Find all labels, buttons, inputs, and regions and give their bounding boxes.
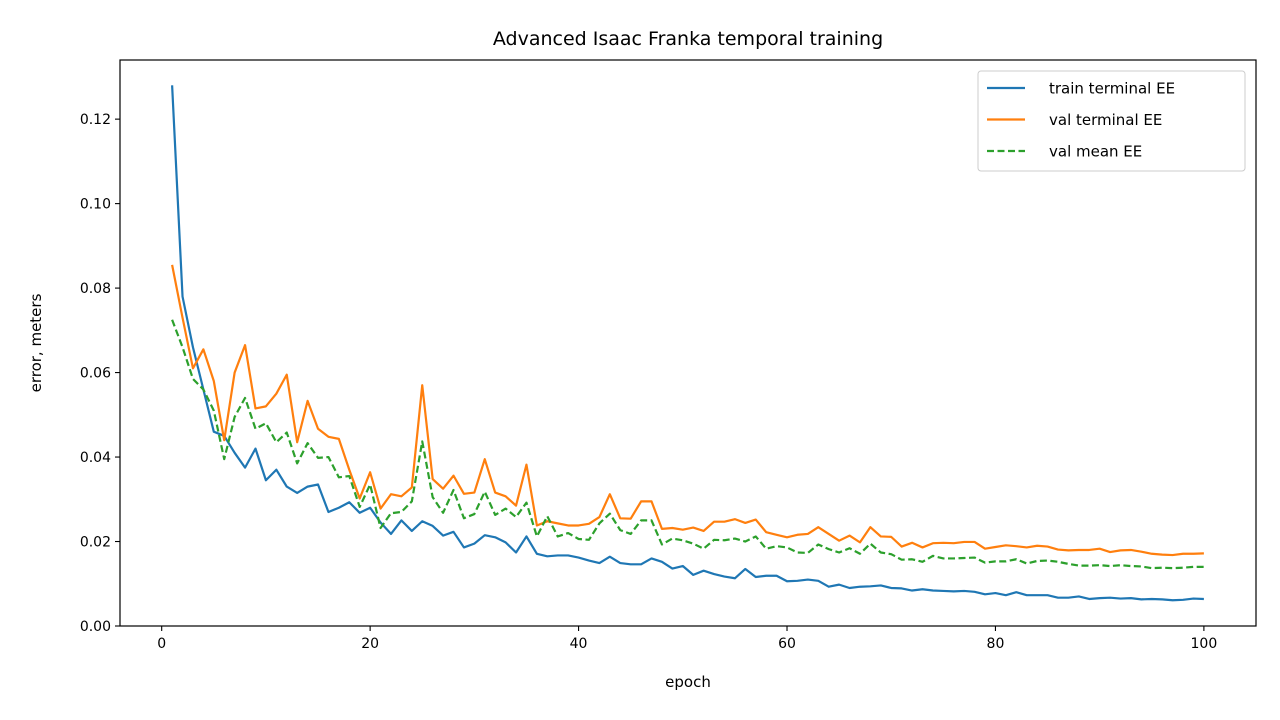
series-line-val-mean-ee bbox=[171, 319, 1204, 570]
legend-label-val-terminal-ee: val terminal EE bbox=[1049, 111, 1162, 129]
legend-label-train-terminal-ee: train terminal EE bbox=[1049, 80, 1175, 98]
x-tick-label: 0 bbox=[157, 636, 166, 652]
plot-area bbox=[171, 85, 1204, 602]
x-tick-label: 40 bbox=[570, 636, 588, 652]
y-tick-label: 0.00 bbox=[80, 619, 111, 635]
y-axis-title: error, meters bbox=[27, 293, 45, 392]
x-tick-label: 60 bbox=[778, 636, 796, 652]
x-tick-label: 100 bbox=[1191, 636, 1218, 652]
y-tick-label: 0.12 bbox=[80, 112, 111, 128]
chart-title: Advanced Isaac Franka temporal training bbox=[493, 28, 883, 50]
axes: 0 20 40 60 80 100 0.00 0.02 0.04 0.06 0.08 0.10 0.12 bbox=[80, 59, 1257, 652]
y-tick-label: 0.06 bbox=[80, 366, 111, 382]
series-line-val-terminal-ee bbox=[171, 264, 1204, 557]
x-tick-label: 20 bbox=[361, 636, 379, 652]
legend: train terminal EE val terminal EE val mean… bbox=[977, 70, 1246, 172]
plot-frame bbox=[119, 59, 1257, 627]
y-tick-label: 0.08 bbox=[80, 281, 111, 297]
legend-label-val-mean-ee: val mean EE bbox=[1049, 143, 1142, 161]
y-tick-label: 0.02 bbox=[80, 535, 111, 551]
y-tick-label: 0.04 bbox=[80, 450, 111, 466]
x-tick-label: 80 bbox=[987, 636, 1005, 652]
x-axis-title: epoch bbox=[665, 673, 711, 691]
y-tick-label: 0.10 bbox=[80, 197, 111, 213]
series-line-train-terminal-ee bbox=[171, 85, 1204, 602]
legend-box bbox=[977, 70, 1246, 172]
